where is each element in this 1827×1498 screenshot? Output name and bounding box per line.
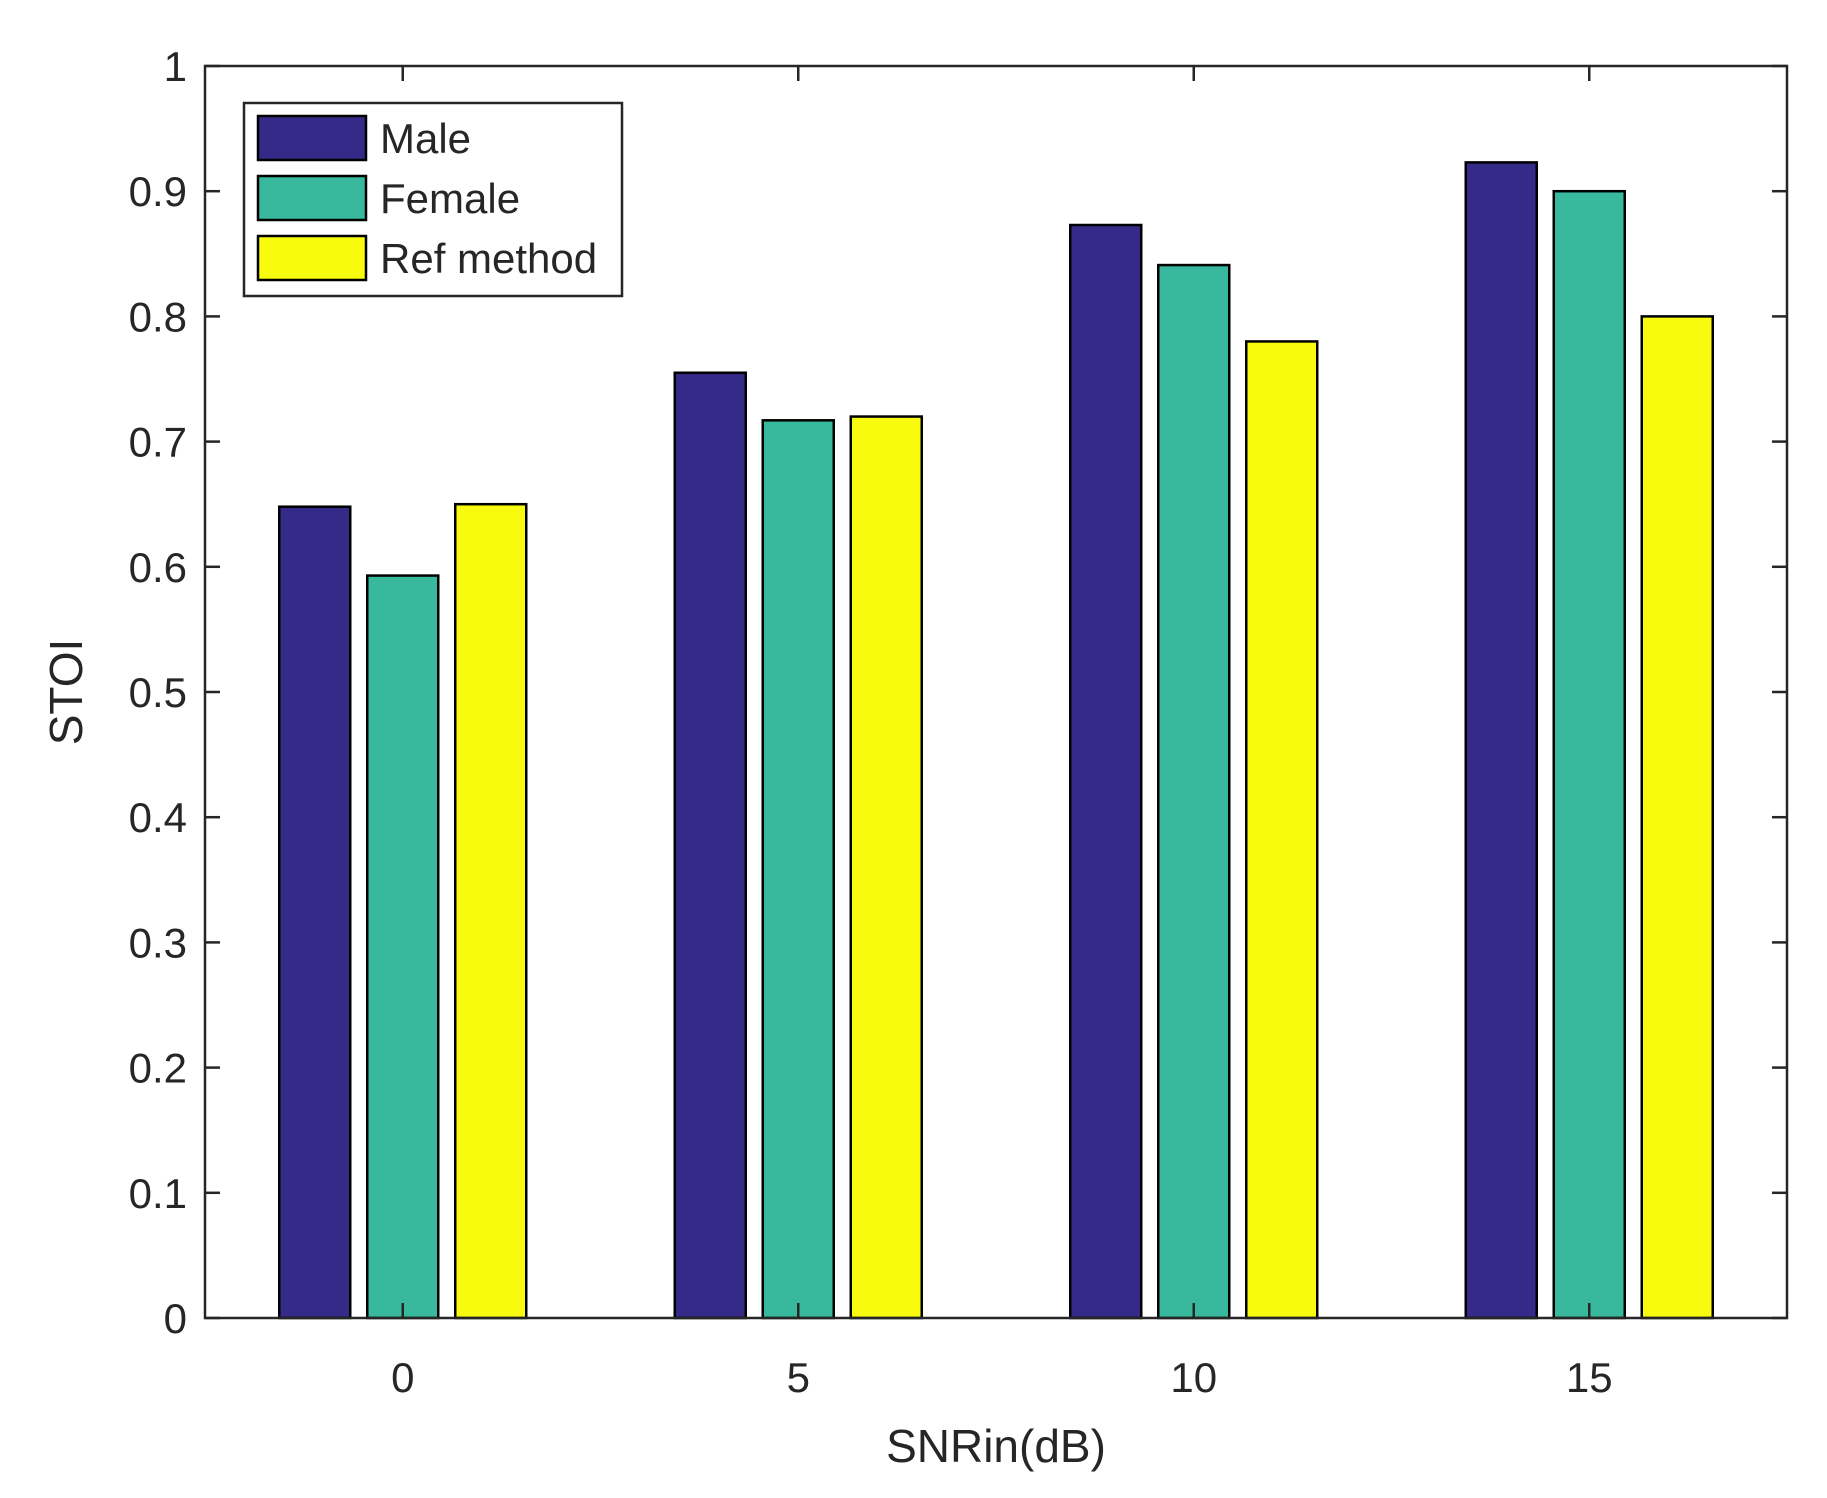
x-tick-label: 15 [1566,1354,1613,1401]
legend-swatch-ref-method [256,234,368,282]
y-tick-label: 0.7 [129,419,187,466]
y-tick-label: 0.1 [129,1170,187,1217]
x-tick-label: 0 [391,1354,414,1401]
bar-ref-method-0 [454,502,528,1320]
y-axis-label: STOI [40,639,92,746]
y-tick-label: 0.3 [129,919,187,966]
bar-female-0 [366,574,440,1320]
y-tick-label: 0.2 [129,1045,187,1092]
legend-label: Female [380,175,520,222]
bar-ref-method-5 [849,415,923,1320]
y-axis: 0 0.1 0.2 0.3 0.4 0.5 0.6 0.7 0.8 0.9 1 [129,43,1787,1342]
legend-label: Male [380,115,471,162]
bar-female-5 [761,419,835,1320]
bar-ref-method-10 [1245,340,1319,1320]
bar-male-10 [1069,223,1143,1320]
bar-male-0 [278,505,352,1320]
y-tick-label: 1 [164,43,187,90]
legend: Male Female Ref method [242,101,624,298]
x-axis-label: SNRin(dB) [886,1420,1106,1472]
x-tick-label: 10 [1170,1354,1217,1401]
bar-ref-method-15 [1640,315,1714,1320]
y-tick-label: 0 [164,1295,187,1342]
y-tick-label: 0.9 [129,168,187,215]
y-tick-label: 0.5 [129,669,187,716]
y-tick-label: 0.8 [129,293,187,340]
bar-male-15 [1464,161,1538,1320]
bar-male-5 [673,371,747,1320]
bars-layer [278,161,1714,1320]
bar-female-10 [1157,263,1231,1320]
x-axis: 0 5 10 15 [391,66,1613,1401]
x-tick-label: 5 [787,1354,810,1401]
y-tick-label: 0.6 [129,544,187,591]
bar-female-15 [1552,189,1626,1320]
legend-swatch-male [256,114,368,162]
y-tick-label: 0.4 [129,794,187,841]
legend-label: Ref method [380,235,597,282]
legend-swatch-female [256,174,368,222]
